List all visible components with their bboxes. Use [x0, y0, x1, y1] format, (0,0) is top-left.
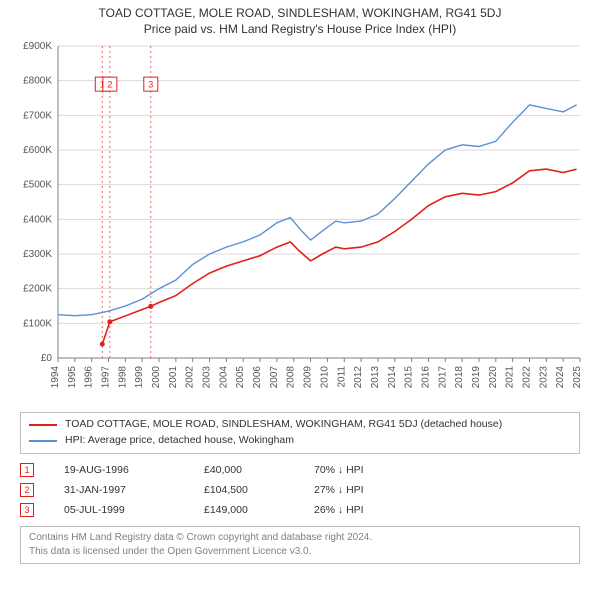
- y-tick-label: £900K: [23, 41, 52, 52]
- y-tick-label: £200K: [23, 284, 52, 295]
- marker-price: £40,000: [204, 464, 284, 476]
- x-tick-label: 2014: [387, 366, 398, 389]
- chart-title-block: TOAD COTTAGE, MOLE ROAD, SINDLESHAM, WOK…: [0, 0, 600, 38]
- marker-price: £149,000: [204, 504, 284, 516]
- footer-line-2: This data is licensed under the Open Gov…: [29, 545, 571, 559]
- legend-label: HPI: Average price, detached house, Woki…: [65, 433, 294, 449]
- x-tick-label: 1999: [134, 366, 145, 389]
- marker-delta: 27% ↓ HPI: [314, 484, 364, 496]
- legend-label: TOAD COTTAGE, MOLE ROAD, SINDLESHAM, WOK…: [65, 417, 502, 433]
- x-tick-label: 1996: [84, 366, 95, 389]
- x-tick-label: 2025: [572, 366, 583, 389]
- x-tick-label: 2006: [252, 366, 263, 389]
- x-tick-label: 2020: [488, 366, 499, 389]
- sale-marker-number: 2: [107, 80, 112, 90]
- legend-box: TOAD COTTAGE, MOLE ROAD, SINDLESHAM, WOK…: [20, 412, 580, 454]
- x-tick-label: 2019: [471, 366, 482, 389]
- legend-swatch: [29, 440, 57, 442]
- x-tick-label: 2001: [168, 366, 179, 389]
- legend-swatch: [29, 424, 57, 426]
- x-tick-label: 2015: [404, 366, 415, 389]
- y-tick-label: £400K: [23, 214, 52, 225]
- marker-delta: 70% ↓ HPI: [314, 464, 364, 476]
- x-tick-label: 2002: [185, 366, 196, 389]
- x-tick-label: 2010: [319, 366, 330, 389]
- marker-delta: 26% ↓ HPI: [314, 504, 364, 516]
- x-tick-label: 1995: [67, 366, 78, 389]
- marker-table-row: 1 19-AUG-1996 £40,000 70% ↓ HPI: [20, 460, 580, 480]
- marker-badge: 1: [20, 463, 34, 477]
- x-tick-label: 2013: [370, 366, 381, 389]
- chart-title-main: TOAD COTTAGE, MOLE ROAD, SINDLESHAM, WOK…: [10, 6, 590, 20]
- marker-table-row: 2 31-JAN-1997 £104,500 27% ↓ HPI: [20, 480, 580, 500]
- marker-date: 05-JUL-1999: [64, 504, 174, 516]
- x-tick-label: 2005: [235, 366, 246, 389]
- marker-date: 19-AUG-1996: [64, 464, 174, 476]
- y-tick-label: £100K: [23, 318, 52, 329]
- x-tick-label: 2018: [454, 366, 465, 389]
- marker-price: £104,500: [204, 484, 284, 496]
- sale-point-dot: [107, 319, 112, 324]
- footer-line-1: Contains HM Land Registry data © Crown c…: [29, 531, 571, 545]
- sale-marker-number: 3: [148, 80, 153, 90]
- x-tick-label: 2016: [420, 366, 431, 389]
- x-tick-label: 2023: [538, 366, 549, 389]
- x-tick-label: 2012: [353, 366, 364, 389]
- sale-point-dot: [100, 342, 105, 347]
- chart-container: £0 £100K £200K £300K £400K £500K £600K £700K £80…: [10, 38, 590, 408]
- x-tick-label: 2007: [269, 366, 280, 389]
- attribution-footer: Contains HM Land Registry data © Crown c…: [20, 526, 580, 564]
- marker-table-row: 3 05-JUL-1999 £149,000 26% ↓ HPI: [20, 500, 580, 520]
- marker-badge: 2: [20, 483, 34, 497]
- x-tick-label: 2024: [555, 366, 566, 389]
- x-tick-label: 2003: [202, 366, 213, 389]
- y-tick-label: £800K: [23, 76, 52, 87]
- x-tick-label: 1998: [117, 366, 128, 389]
- marker-date: 31-JAN-1997: [64, 484, 174, 496]
- x-tick-label: 2021: [505, 366, 516, 389]
- marker-badge: 3: [20, 503, 34, 517]
- x-tick-label: 2017: [437, 366, 448, 389]
- y-tick-label: £500K: [23, 180, 52, 191]
- x-tick-label: 2004: [218, 366, 229, 389]
- x-tick-label: 2000: [151, 366, 162, 389]
- y-tick-label: £300K: [23, 249, 52, 260]
- y-tick-label: £0: [41, 353, 53, 364]
- sale-point-dot: [148, 304, 153, 309]
- legend-row: TOAD COTTAGE, MOLE ROAD, SINDLESHAM, WOK…: [29, 417, 571, 433]
- x-tick-label: 1994: [50, 366, 61, 389]
- sale-markers-table: 1 19-AUG-1996 £40,000 70% ↓ HPI 2 31-JAN-1997…: [20, 460, 580, 520]
- chart-title-sub: Price paid vs. HM Land Registry's House …: [10, 22, 590, 36]
- y-tick-label: £600K: [23, 145, 52, 156]
- legend-row: HPI: Average price, detached house, Woki…: [29, 433, 571, 449]
- y-tick-label: £700K: [23, 110, 52, 121]
- x-tick-label: 2009: [303, 366, 314, 389]
- x-tick-label: 1997: [101, 366, 112, 389]
- x-tick-label: 2011: [336, 366, 347, 388]
- price-hpi-line-chart: £0 £100K £200K £300K £400K £500K £600K £700K £80…: [10, 38, 590, 408]
- x-tick-label: 2022: [521, 366, 532, 389]
- x-tick-label: 2008: [286, 366, 297, 389]
